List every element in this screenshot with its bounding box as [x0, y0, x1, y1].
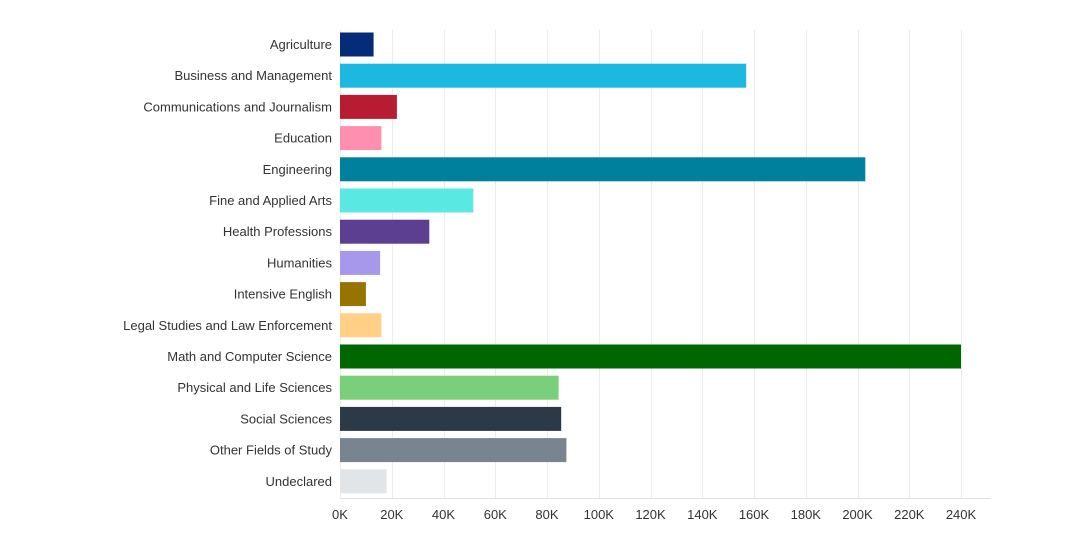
x-tick-label-10: 200K: [842, 507, 873, 522]
bar-14[interactable]: [340, 469, 387, 494]
category-label-5: Fine and Applied Arts: [209, 193, 332, 208]
category-label-12: Social Sciences: [240, 411, 332, 426]
x-tick-label-9: 180K: [791, 507, 822, 522]
category-label-7: Humanities: [267, 255, 333, 270]
bar-11[interactable]: [340, 375, 559, 400]
bar-4[interactable]: [340, 157, 866, 182]
x-tick-label-12: 240K: [946, 507, 977, 522]
category-label-4: Engineering: [263, 162, 332, 177]
bar-10[interactable]: [340, 344, 961, 369]
grid: [340, 30, 991, 499]
category-label-13: Other Fields of Study: [210, 443, 333, 458]
bar-5[interactable]: [340, 188, 474, 213]
category-label-14: Undeclared: [266, 474, 333, 489]
x-tick-label-4: 80K: [535, 507, 558, 522]
bar-0[interactable]: [340, 32, 374, 57]
bar-3[interactable]: [340, 126, 382, 151]
category-label-0: Agriculture: [270, 37, 332, 52]
bar-9[interactable]: [340, 313, 382, 338]
bars: [340, 32, 961, 494]
x-tick-label-7: 140K: [687, 507, 718, 522]
bar-13[interactable]: [340, 438, 567, 463]
category-label-2: Communications and Journalism: [143, 99, 332, 114]
x-tick-label-1: 20K: [380, 507, 403, 522]
x-tick-label-3: 60K: [484, 507, 507, 522]
bar-8[interactable]: [340, 282, 366, 307]
category-label-10: Math and Computer Science: [167, 349, 332, 364]
bar-6[interactable]: [340, 219, 430, 244]
category-labels: Agriculture Business and Management Commun…: [123, 37, 332, 489]
x-tick-label-0: 0K: [332, 507, 348, 522]
category-label-3: Education: [274, 131, 332, 146]
category-label-1: Business and Management: [174, 68, 332, 83]
category-label-8: Intensive English: [234, 287, 332, 302]
x-axis-ticks: 0K 20K 40K 60K 80K 100K 120K 140K 160K 180K 200K 22…: [332, 507, 976, 522]
bar-12[interactable]: [340, 406, 562, 431]
x-tick-label-5: 100K: [584, 507, 615, 522]
x-tick-label-11: 220K: [894, 507, 925, 522]
category-label-9: Legal Studies and Law Enforcement: [123, 318, 332, 333]
x-tick-label-8: 160K: [739, 507, 770, 522]
category-label-11: Physical and Life Sciences: [177, 380, 332, 395]
x-tick-label-2: 40K: [432, 507, 455, 522]
category-label-6: Health Professions: [223, 224, 333, 239]
bar-1[interactable]: [340, 63, 747, 88]
bar-2[interactable]: [340, 94, 397, 119]
bar-7[interactable]: [340, 250, 381, 275]
x-tick-label-6: 120K: [635, 507, 666, 522]
